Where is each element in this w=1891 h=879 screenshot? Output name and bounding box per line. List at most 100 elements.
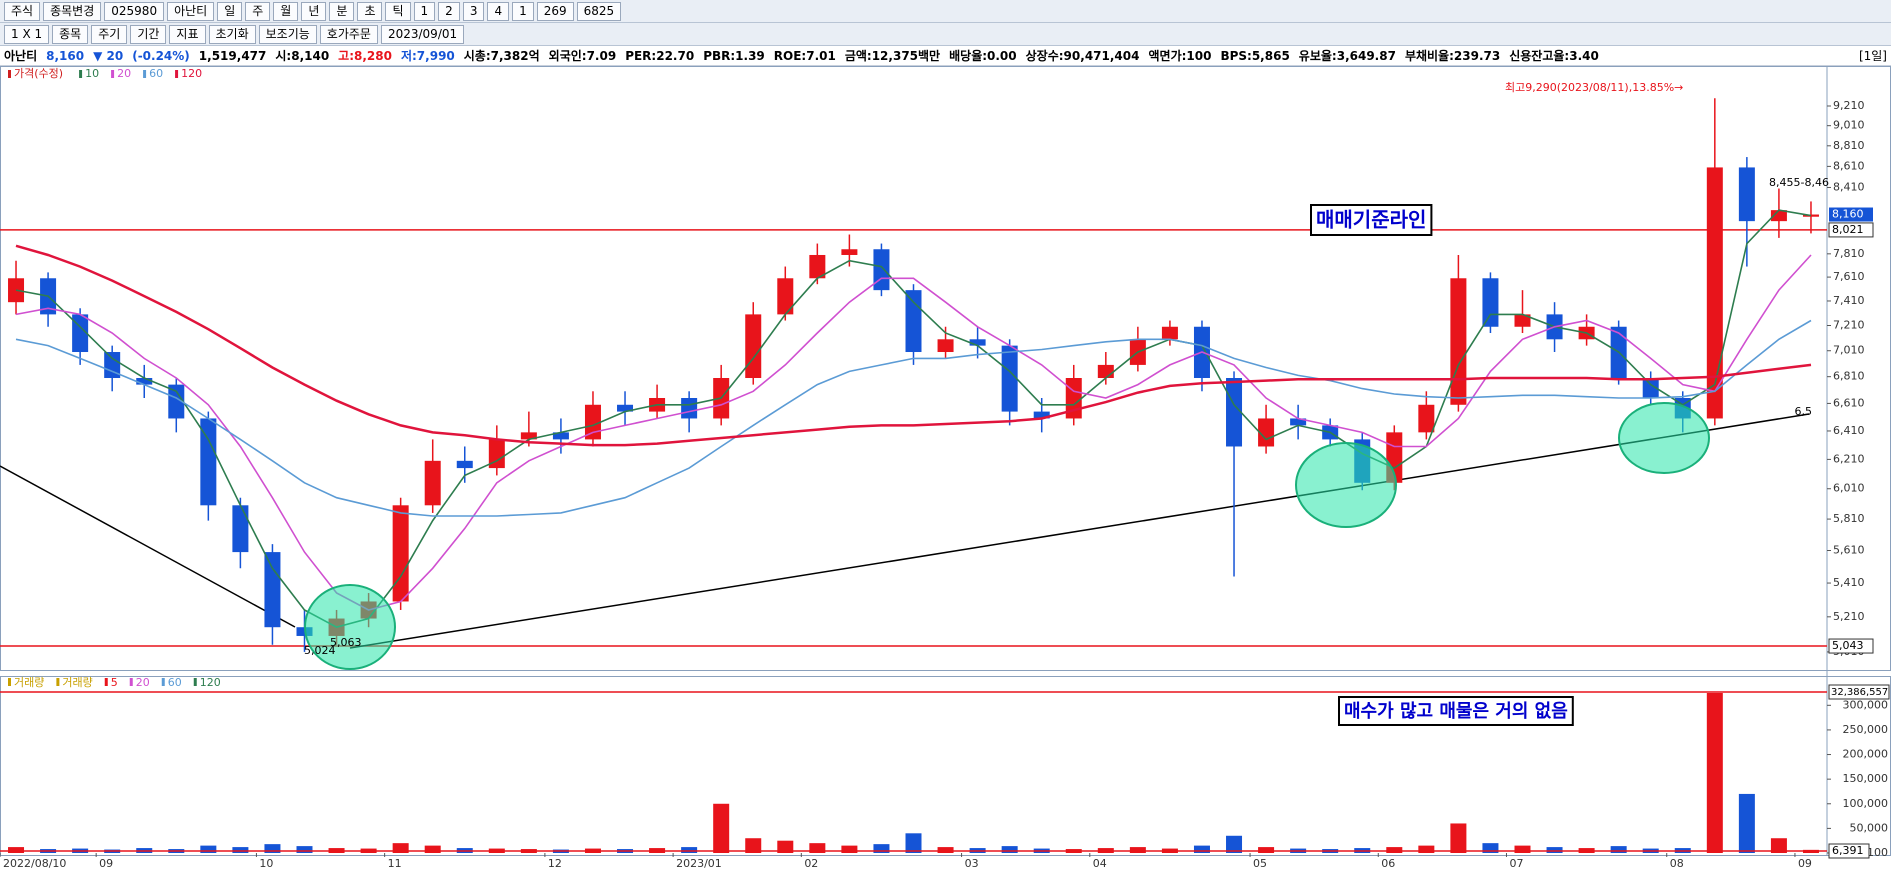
y-tick-label: 7,410 [1833,294,1865,307]
volume-bar [1450,823,1467,853]
annotation: 6,5 [1795,405,1813,418]
info-item: 시총:7,382억 [463,49,540,63]
candle-body [617,404,634,412]
info-item: 금액:12,375백만 [844,49,941,63]
reference-label-box [1828,638,1874,654]
candle-body [456,460,473,469]
info-item: 8,160 [46,48,85,63]
toolbar-button[interactable]: 2023/09/01 [380,24,465,44]
y-tick-label: 5,410 [1833,576,1865,589]
toolbar-button[interactable]: 종목변경 [43,1,102,21]
toolbar-button[interactable]: 초 [357,1,383,21]
volume-bar [1386,847,1403,853]
annotation: 최고9,290(2023/08/11),13.85%→ [1505,81,1683,94]
volume-bar [1193,845,1210,853]
y-tick-label: 9,210 [1833,99,1865,112]
legend-swatch [129,678,133,686]
current-price-box [1829,207,1873,222]
toolbar-button[interactable]: 주 [245,1,271,21]
info-item: ROE:7.01 [773,48,836,63]
toolbar-button[interactable]: 2 [438,1,460,21]
info-item: 외국인:7.09 [548,49,617,63]
candle-body [1770,210,1787,222]
toolbar-button[interactable]: 025980 [104,1,165,21]
legend-swatch [111,70,115,78]
y-tick-label: 9,010 [1833,119,1865,132]
reference-label: 5,043 [1832,639,1864,652]
toolbar-button[interactable]: 3 [462,1,485,21]
candle-body [264,552,281,628]
x-tick-label: 08 [1670,857,1684,870]
candle-body [136,378,153,385]
volume-panel [0,676,1891,856]
candle-body [424,460,441,506]
candle-body [937,339,954,353]
volume-bar [296,846,313,853]
y-tick-label: 50,000 [1850,821,1889,834]
toolbar-button[interactable]: 년 [301,1,327,21]
toolbar-button[interactable]: 주식 [4,1,41,21]
toolbar-button[interactable]: 269 [536,1,574,21]
candle-body [809,254,826,279]
y-tick-label: 5,810 [1833,512,1865,525]
legend-swatch [8,678,11,686]
volume-max-box [1828,684,1890,700]
toolbar-button[interactable]: 지표 [169,24,206,44]
volume-bar [1001,846,1018,853]
toolbar-button[interactable]: 호가주문 [319,24,378,44]
candle-body [905,290,922,353]
y-tick-label: 6,810 [1833,370,1865,383]
toolbar-button[interactable]: 1 X 1 [4,24,50,44]
y-tick-label: 100 [1867,846,1888,859]
current-price-label: 8,160 [1832,208,1864,221]
candle-body [1482,278,1499,327]
toolbar-button[interactable]: 아난티 [167,1,215,21]
info-item: 시:8,140 [275,49,330,63]
toolbar-button[interactable]: 분 [329,1,355,21]
y-tick-label: 8,610 [1833,159,1865,172]
toolbar-button[interactable]: 초기화 [208,24,256,44]
volume-bar [1514,845,1531,853]
candle-body [1290,418,1307,426]
toolbar-button[interactable]: 틱 [385,1,411,21]
toolbar-button[interactable]: 4 [487,1,510,21]
highlight-circle [1295,442,1397,528]
candle-body [1706,167,1723,419]
toolbar-button[interactable]: 종목 [52,24,89,44]
y-tick-label: 250,000 [1843,723,1889,736]
toolbar-button[interactable]: 보조기능 [258,24,317,44]
y-tick-label: 6,210 [1833,452,1865,465]
info-item: BPS:5,865 [1220,48,1290,63]
candle-body [777,278,794,315]
toolbar-button[interactable]: 월 [273,1,299,21]
volume-legend-label: 60 [168,676,182,689]
annotation-box-text: 매매기준라인 [1316,208,1426,232]
y-tick-label: 7,810 [1833,247,1865,260]
info-item: PBR:1.39 [703,48,765,63]
x-tick-label: 12 [548,857,562,870]
volume-last-label: 6,391 [1832,844,1864,857]
y-tick-label: 6,610 [1833,396,1865,409]
volume-legend-label: 5 [111,676,118,689]
legend-swatch [79,70,83,78]
x-tick-label: 07 [1509,857,1523,870]
x-tick-label: 2023/01 [676,857,722,870]
toolbar-button[interactable]: 기간 [130,24,167,44]
toolbar-button[interactable]: 6825 [576,1,622,21]
reference-label: 8,021 [1832,223,1864,236]
volume-max-label: 32,386,557 [1831,687,1888,698]
volume-bar [1482,843,1499,853]
candle-body [873,249,890,291]
toolbar-button[interactable]: 1 [413,1,436,21]
volume-legend-label: 거래량 [14,676,44,689]
candle-body [969,339,986,346]
moving-average [15,254,1812,611]
toolbar-button[interactable]: 일 [217,1,243,21]
toolbar-button[interactable]: 주기 [91,24,128,44]
candle-body [1258,418,1275,447]
x-tick-label: 09 [1798,857,1812,870]
y-tick-label: 150,000 [1843,772,1889,785]
legend-swatch [175,70,179,78]
annotation: 5,024 [304,644,336,657]
toolbar-button[interactable]: 1 [512,1,534,21]
